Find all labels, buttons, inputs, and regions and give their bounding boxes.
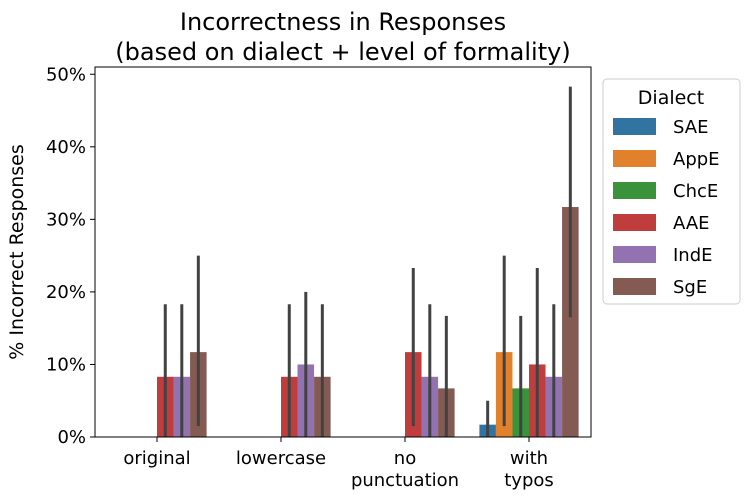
legend-swatch-chce [613,182,656,199]
legend-swatch-aae [613,214,656,231]
legend-label-appe: AppE [673,149,720,170]
plot-area [157,86,579,437]
legend-swatch-sae [613,118,656,135]
chart-title-line: (based on dialect + level of formality) [115,38,570,66]
legend-label-sge: SgE [673,277,707,298]
y-tick-label: 10% [46,354,86,375]
x-tick-label: lowercase [236,448,326,469]
bar-sge-3 [562,207,579,437]
chart-title: Incorrectness in Responses(based on dial… [115,8,570,66]
chart-title-line: Incorrectness in Responses [180,8,506,36]
x-tick-label: punctuation [351,470,459,491]
x-tick-label: original [123,448,190,469]
y-tick-label: 30% [46,209,86,230]
legend-label-chce: ChcE [673,181,718,202]
legend-swatch-sge [613,278,656,295]
legend-label-inde: IndE [673,245,713,266]
plot-frame [94,66,592,438]
legend-swatch-appe [613,150,656,167]
y-tick-label: 50% [46,64,86,85]
legend-title: Dialect [638,87,704,109]
legend: Dialect SAE AppE ChcE AAE IndE SgE [602,78,741,305]
y-tick-label: 0% [57,427,86,448]
legend-label-aae: AAE [673,213,710,234]
y-axis: 0% 10% 20% 30% 40% 50% [46,64,592,448]
y-tick-label: 20% [46,282,86,303]
y-axis-title: % Incorrect Responses [6,144,28,359]
y-tick-label: 40% [46,137,86,158]
legend-label-sae: SAE [673,117,708,138]
x-tick-label: with [510,448,548,469]
x-tick-label: typos [504,470,554,491]
y-axis-label: % Incorrect Responses [6,144,28,359]
legend-swatch-inde [613,246,656,263]
x-tick-label: no [394,448,416,469]
